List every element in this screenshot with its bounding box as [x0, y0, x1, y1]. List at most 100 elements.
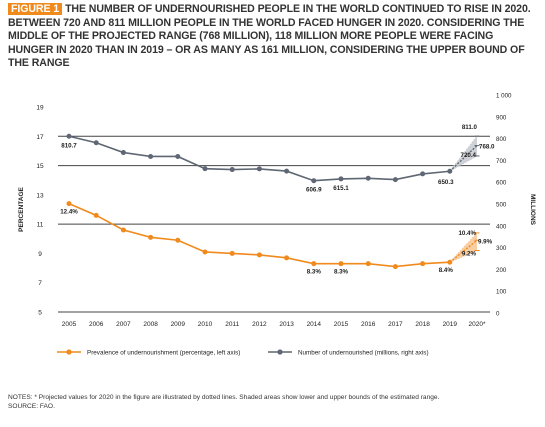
prevalence-projection-line: [449, 239, 478, 263]
notes-text: NOTES: * Projected values for 2020 in th…: [8, 394, 440, 401]
data-label: 650.3: [438, 179, 454, 186]
x-tick-label: 2018: [415, 321, 430, 328]
prevalence-projection-shade: [449, 232, 477, 263]
left-tick-label: 17: [36, 134, 44, 141]
left-tick-label: 9: [38, 251, 42, 258]
prevalence-point: [392, 264, 398, 270]
figure-title-text: THE NUMBER OF UNDERNOURISHED PEOPLE IN T…: [8, 3, 531, 69]
left-tick-label: 15: [36, 163, 44, 170]
left-tick-label: 13: [36, 192, 44, 199]
notes: NOTES: * Projected values for 2020 in th…: [8, 393, 538, 411]
x-tick-label: 2006: [89, 321, 104, 328]
data-label: 606.9: [306, 187, 322, 194]
left-axis-title: PERCENTAGE: [18, 187, 25, 232]
left-tick-label: 5: [38, 310, 42, 317]
x-tick-label: 2011: [225, 321, 239, 328]
number-point: [93, 140, 99, 146]
legend-prevalence-label: Prevalence of undernourishment (percenta…: [87, 350, 240, 357]
x-tick-label: 2015: [334, 321, 349, 328]
right-tick-label: 900: [496, 114, 507, 121]
gridlines: [58, 135, 490, 225]
data-label: 9.2%: [462, 251, 477, 258]
legend-prevalence: Prevalence of undernourishment (percenta…: [57, 349, 240, 357]
prevalence-point: [365, 261, 371, 267]
prevalence-point: [420, 261, 426, 267]
number-point: [392, 177, 398, 183]
x-tick-label: 2012: [252, 321, 267, 328]
data-label: 810.7: [61, 142, 77, 149]
x-tick-label: 2008: [143, 321, 158, 328]
data-label: 12.4%: [60, 209, 78, 216]
prevalence-projection-shade-bound: [449, 250, 478, 263]
right-tick-label: 500: [496, 202, 507, 209]
number-point: [420, 171, 426, 177]
x-tick-label: 2020*: [469, 321, 486, 328]
legend: Prevalence of undernourishment (percenta…: [57, 349, 429, 357]
x-tick-label: 2014: [307, 321, 322, 328]
data-label: 10.4%: [458, 230, 476, 237]
prevalence-point: [311, 261, 317, 267]
number-point: [229, 167, 235, 173]
data-label: 615.1: [333, 185, 349, 192]
x-tick-label: 2005: [62, 321, 77, 328]
right-tick-label: 600: [496, 180, 507, 187]
prevalence-point: [66, 201, 72, 207]
prevalence-point: [175, 237, 181, 243]
right-tick-label: 200: [496, 267, 507, 274]
right-tick-label: 100: [496, 289, 507, 296]
right-tick-label: 400: [496, 223, 507, 230]
right-axis-title: MILLIONS: [529, 194, 536, 226]
legend-number-swatch-dot: [277, 349, 283, 355]
right-tick-label: 0: [496, 311, 500, 318]
data-label: 9.9%: [478, 238, 493, 245]
source-text: SOURCE: FAO.: [8, 403, 55, 410]
x-tick-label: 2017: [388, 321, 403, 328]
left-tick-label: 7: [38, 280, 42, 287]
right-tick-label: 300: [496, 245, 507, 252]
number-point: [148, 153, 154, 159]
figure-title: FIGURE 1 THE NUMBER OF UNDERNOURISHED PEO…: [8, 3, 540, 71]
prevalence-point: [256, 252, 262, 258]
left-tick-label: 19: [36, 105, 44, 112]
prevalence-point: [447, 259, 453, 265]
x-tick-label: 2016: [361, 321, 376, 328]
x-tick-label: 2007: [116, 321, 131, 328]
legend-number-label: Number of undernourished (millions, righ…: [298, 350, 429, 357]
prevalence-point: [338, 261, 344, 267]
number-point: [338, 176, 344, 182]
number-line: [68, 135, 450, 182]
prevalence-point: [120, 227, 126, 233]
data-label: 720.4: [461, 152, 477, 159]
number-point: [202, 166, 208, 172]
data-label: 768.0: [479, 144, 495, 151]
data-labels: 12.4% 8.3% 8.3% 8.4% 810.7 606.9 615.1 650.3 811…: [60, 124, 495, 275]
prevalence-point: [93, 212, 99, 218]
data-label: 811.0: [462, 124, 478, 131]
figure-tag: FIGURE 1: [8, 3, 63, 15]
number-point: [284, 168, 290, 174]
number-point: [66, 133, 72, 139]
number-point: [256, 166, 262, 172]
axes: 5 7 9 11 13 15 17 19 0 100 200 300 400 500 600 700 800 90…: [18, 93, 536, 329]
projection-shades: [449, 135, 478, 263]
x-tick-label: 2013: [279, 321, 294, 328]
number-point: [447, 168, 453, 174]
number-point: [311, 178, 317, 184]
number-point: [365, 175, 371, 181]
x-tick-label: 2010: [198, 321, 213, 328]
data-label: 8.3%: [334, 269, 349, 276]
prevalence-point: [229, 250, 235, 256]
legend-number: Number of undernourished (millions, righ…: [268, 349, 429, 357]
x-tick-label: 2009: [171, 321, 186, 328]
right-tick-label: 700: [496, 158, 507, 165]
right-tick-label: 1 000: [496, 93, 512, 100]
left-tick-label: 11: [37, 222, 44, 229]
prevalence-projection-shade-bound: [449, 232, 478, 263]
prevalence-point: [284, 255, 290, 261]
number-projection-line: [449, 145, 478, 172]
right-tick-label: 800: [496, 136, 507, 143]
number-point: [120, 150, 126, 156]
legend-prevalence-swatch-dot: [66, 349, 72, 355]
prevalence-point: [148, 234, 154, 240]
